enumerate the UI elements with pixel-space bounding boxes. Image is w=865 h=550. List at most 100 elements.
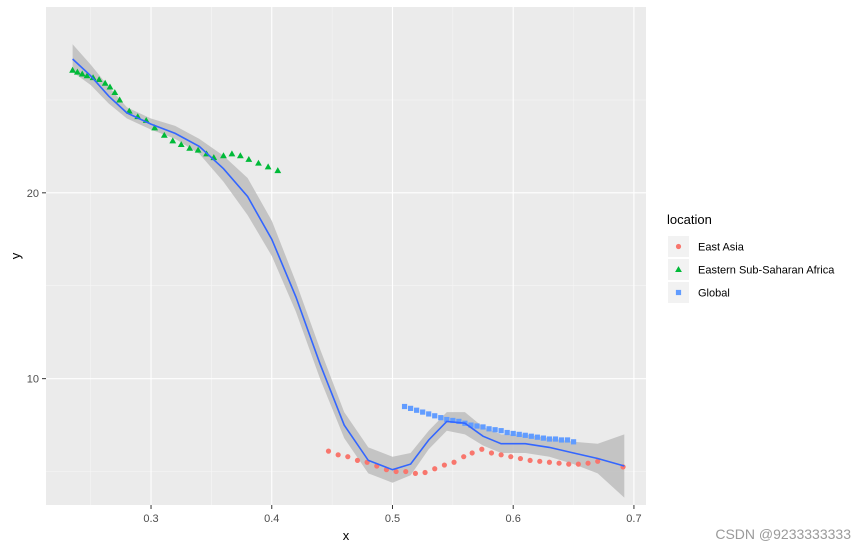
data-point xyxy=(69,66,76,73)
data-point xyxy=(325,448,332,454)
legend-label: East Asia xyxy=(698,242,745,254)
data-point xyxy=(335,452,341,458)
data-point xyxy=(78,70,86,77)
legend-title: location xyxy=(667,212,712,227)
data-point xyxy=(585,460,591,466)
data-point xyxy=(522,432,528,438)
data-point xyxy=(245,155,253,162)
series-2 xyxy=(401,403,577,445)
y-axis-title: y xyxy=(8,252,23,259)
y-axis-ticks: 10 20 xyxy=(27,188,46,386)
data-point xyxy=(151,124,159,131)
data-point xyxy=(566,461,572,467)
data-point xyxy=(420,409,426,415)
data-point xyxy=(194,146,202,153)
data-point xyxy=(498,452,504,458)
data-point xyxy=(393,468,399,475)
data-point xyxy=(528,433,534,439)
data-point xyxy=(354,457,361,464)
x-tick-label: 0.5 xyxy=(385,513,400,525)
data-point xyxy=(469,450,475,456)
data-point xyxy=(125,107,133,114)
legend-key-marker xyxy=(675,243,682,250)
data-point xyxy=(527,457,533,464)
legend-label: Eastern Sub-Saharan Africa xyxy=(698,265,835,277)
data-point xyxy=(186,144,194,151)
x-tick-label: 0.6 xyxy=(506,513,521,525)
data-point xyxy=(169,137,177,144)
data-point xyxy=(111,89,119,96)
data-point xyxy=(546,459,553,465)
data-point xyxy=(451,459,457,465)
data-point xyxy=(546,436,553,442)
data-point xyxy=(422,469,428,476)
data-point xyxy=(414,407,420,413)
data-point xyxy=(401,403,408,410)
data-point xyxy=(177,141,185,148)
data-point xyxy=(517,455,524,462)
legend-key-marker xyxy=(675,266,682,273)
data-point xyxy=(160,131,168,138)
data-point xyxy=(441,462,447,468)
data-point xyxy=(101,79,109,86)
data-point xyxy=(504,429,510,436)
data-point xyxy=(106,83,114,90)
data-point xyxy=(474,423,480,429)
data-point xyxy=(552,436,559,442)
data-point xyxy=(510,430,516,437)
y-tick-label: 10 xyxy=(27,374,39,386)
x-tick-label: 0.7 xyxy=(626,513,641,525)
data-point xyxy=(479,446,485,452)
data-point xyxy=(480,424,486,430)
data-point xyxy=(461,454,467,460)
data-point xyxy=(83,72,91,79)
data-point xyxy=(95,76,103,83)
smooth-trend-line xyxy=(72,58,625,471)
data-point xyxy=(516,431,522,437)
x-tick-label: 0.4 xyxy=(264,513,279,525)
legend: location East Asia Eastern Sub-Saharan Af… xyxy=(667,212,835,303)
x-tick-label: 0.3 xyxy=(143,513,158,525)
data-point xyxy=(570,439,577,445)
data-point xyxy=(89,74,97,81)
data-point xyxy=(345,454,351,460)
data-point xyxy=(438,415,444,421)
data-point xyxy=(426,411,432,417)
data-point xyxy=(534,434,540,440)
data-point xyxy=(236,152,244,159)
watermark: CSDN @9233333333 xyxy=(715,526,851,542)
plot-area xyxy=(46,7,646,505)
data-point xyxy=(407,405,414,411)
legend-key-marker xyxy=(675,289,682,296)
data-point xyxy=(73,68,81,75)
data-point xyxy=(274,167,282,174)
data-point xyxy=(116,96,124,103)
data-point xyxy=(558,437,565,443)
data-point xyxy=(556,460,562,466)
data-point xyxy=(264,163,272,170)
data-point xyxy=(450,417,456,424)
data-point xyxy=(486,426,492,432)
x-axis-title: x xyxy=(343,528,350,543)
data-point xyxy=(492,427,498,433)
data-point xyxy=(498,428,504,434)
legend-label: Global xyxy=(698,288,730,300)
data-point xyxy=(540,435,546,441)
data-point xyxy=(403,468,409,475)
data-point xyxy=(595,458,601,464)
data-point xyxy=(444,416,450,423)
y-tick-label: 20 xyxy=(27,188,39,200)
data-point xyxy=(228,150,236,157)
x-axis-ticks: 0.3 0.4 0.5 0.6 0.7 xyxy=(143,505,642,525)
data-point xyxy=(537,458,543,464)
series-0 xyxy=(325,446,626,477)
data-point xyxy=(468,422,474,428)
data-point xyxy=(488,450,495,456)
data-point xyxy=(412,470,419,477)
data-point xyxy=(432,413,438,419)
data-point xyxy=(255,159,262,166)
data-point xyxy=(575,461,581,467)
data-point xyxy=(564,437,571,443)
data-point xyxy=(432,466,438,472)
